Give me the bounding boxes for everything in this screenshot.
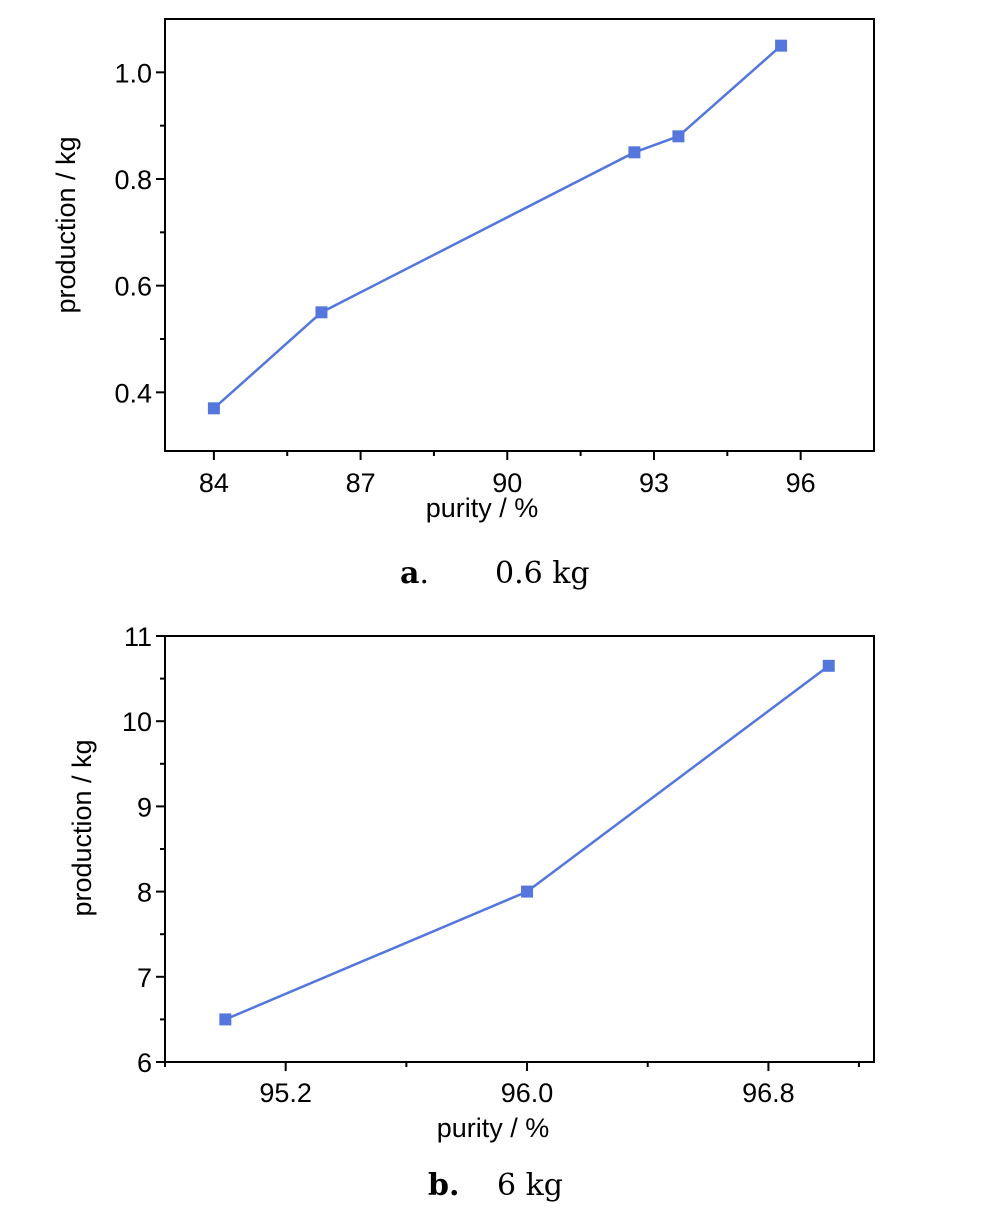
chart-b-xlabel: purity / % [437,1113,550,1143]
chart-b-caption-letter: b. [428,1168,459,1203]
chart-b: 95.2 96.0 96.8 6 7 8 9 10 11 purity / % producti… [67,622,875,1203]
chart-a-xlabel: purity / % [426,493,539,523]
chart-b-frame [164,635,875,1063]
chart-b-data-point [219,1013,232,1026]
chart-a-xtick-label: 84 [199,468,229,498]
chart-b-ticks [156,635,860,1071]
chart-a-plot [207,39,788,415]
chart-a-ytick-label: 0.6 [114,272,152,302]
chart-b-ytick-label: 8 [137,878,152,908]
chart-a: 84 87 90 93 96 0.4 0.6 0.8 1.0 purity / % produc… [51,18,875,591]
chart-b-data-point [822,659,835,672]
chart-a-ytick-label: 1.0 [114,58,152,88]
chart-a-ytick-label: 0.4 [114,378,152,408]
chart-a-xtick-label: 90 [492,468,522,498]
chart-b-xtick-label: 96.8 [742,1078,795,1108]
chart-a-tick-labels: 84 87 90 93 96 0.4 0.6 0.8 1.0 [114,58,815,498]
chart-a-xtick-label: 87 [346,468,376,498]
chart-b-ytick-label: 9 [137,792,152,822]
chart-a-data-point [775,39,788,52]
chart-b-series-line [224,664,830,1021]
chart-b-ytick-label: 11 [124,622,152,652]
chart-a-data-point [672,130,685,143]
chart-a-ytick-label: 0.8 [114,165,152,195]
chart-b-xtick-label: 96.0 [501,1078,554,1108]
chart-a-caption-text: 0.6 kg [495,556,590,591]
chart-a-frame [164,18,875,452]
chart-a-data-point [628,146,641,159]
chart-a-caption: a. 0.6 kg [400,556,590,591]
chart-a-ticks [156,71,802,460]
chart-b-tick-labels: 95.2 96.0 96.8 6 7 8 9 10 11 [122,622,795,1108]
chart-b-ytick-label: 6 [137,1048,152,1078]
chart-b-plot [219,659,835,1026]
chart-a-caption-letter: a [400,556,419,591]
chart-b-caption: b. 6 kg [428,1168,563,1203]
chart-a-xtick-label: 96 [786,468,816,498]
chart-a-data-point [207,402,220,415]
chart-b-caption-text: 6 kg [497,1168,563,1203]
chart-b-ytick-label: 7 [137,963,152,993]
chart-b-data-point [521,885,534,898]
chart-b-ylabel: production / kg [67,739,97,916]
chart-a-caption-sep: . [419,556,429,591]
chart-b-ytick-label: 10 [122,707,152,737]
chart-a-series-line [213,44,782,410]
chart-a-data-point [315,306,328,319]
chart-b-xtick-label: 95.2 [259,1078,312,1108]
chart-a-xtick-label: 93 [639,468,669,498]
chart-a-ylabel: production / kg [51,136,81,313]
